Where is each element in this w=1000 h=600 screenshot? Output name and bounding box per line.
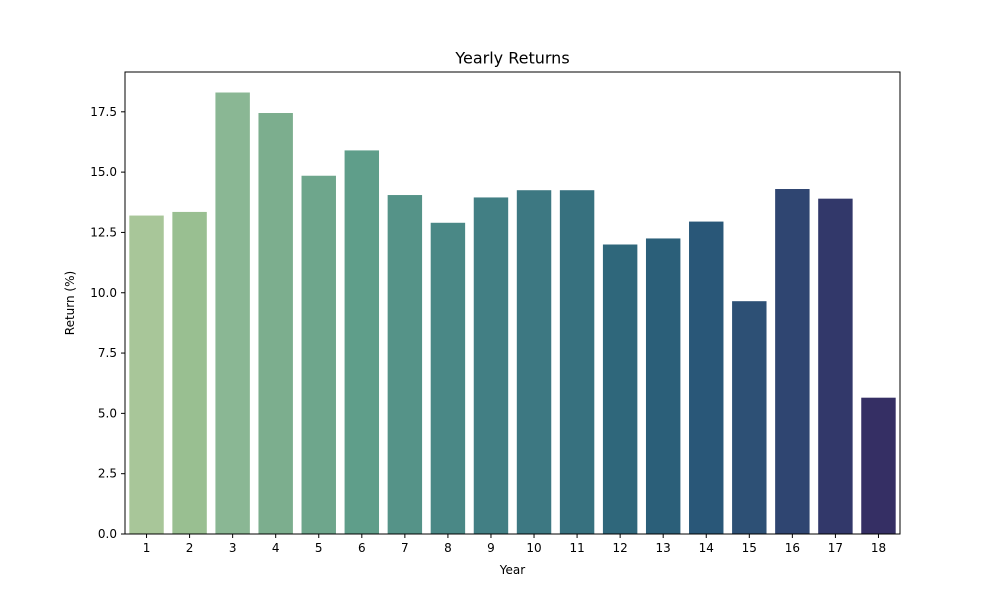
y-tick-label: 17.5	[90, 105, 117, 119]
x-tick-label: 17	[828, 541, 843, 555]
bar-year-11	[559, 190, 595, 534]
x-tick-label: 4	[272, 541, 280, 555]
bar-year-9	[473, 197, 509, 534]
bar-year-5	[301, 175, 336, 535]
y-tick-label: 0.0	[98, 527, 117, 541]
x-axis-title: Year	[499, 563, 525, 577]
x-tick-label: 2	[186, 541, 194, 555]
x-tick-label: 1	[143, 541, 151, 555]
y-axis-title: Return (%)	[63, 271, 77, 335]
y-tick-label: 12.5	[90, 225, 117, 239]
x-tick-label: 11	[569, 541, 584, 555]
bar-year-10	[516, 190, 552, 534]
plot-frame	[124, 71, 901, 535]
bar-year-1	[129, 215, 164, 535]
x-tick-label: 14	[699, 541, 714, 555]
x-tick-label: 12	[612, 541, 627, 555]
bar-year-7	[387, 195, 423, 535]
bars-group	[129, 92, 896, 535]
bar-year-4	[258, 113, 293, 534]
x-tick-label: 13	[656, 541, 671, 555]
x-tick-label: 10	[526, 541, 541, 555]
x-tick-label: 15	[742, 541, 757, 555]
bar-year-2	[172, 211, 207, 534]
x-tick-label: 18	[871, 541, 886, 555]
x-tick-label: 7	[401, 541, 409, 555]
bar-year-3	[215, 92, 250, 534]
bar-year-8	[430, 222, 466, 534]
x-tick-label: 5	[315, 541, 323, 555]
bar-year-16	[775, 189, 810, 534]
y-tick-label: 7.5	[98, 346, 117, 360]
bar-year-18	[861, 397, 896, 534]
x-tick-label: 8	[444, 541, 452, 555]
x-tick-label: 3	[229, 541, 237, 555]
y-tick-label: 5.0	[98, 406, 117, 420]
x-tick-label: 9	[487, 541, 495, 555]
x-tick-label: 16	[785, 541, 800, 555]
y-tick-label: 10.0	[90, 286, 117, 300]
bar-year-14	[689, 221, 724, 534]
y-tick-label: 15.0	[90, 165, 117, 179]
bar-year-12	[602, 244, 638, 534]
chart-title: Yearly Returns	[454, 49, 569, 68]
y-tick-label: 2.5	[98, 467, 117, 481]
bar-year-13	[645, 238, 681, 534]
bar-year-17	[818, 198, 853, 534]
axes-group: 0.02.55.07.510.012.515.017.51 2 3 4 5 6 7 8 9 10 1…	[90, 71, 901, 555]
bar-year-15	[732, 301, 767, 534]
x-tick-label: 6	[358, 541, 366, 555]
bar-year-6	[344, 150, 380, 534]
